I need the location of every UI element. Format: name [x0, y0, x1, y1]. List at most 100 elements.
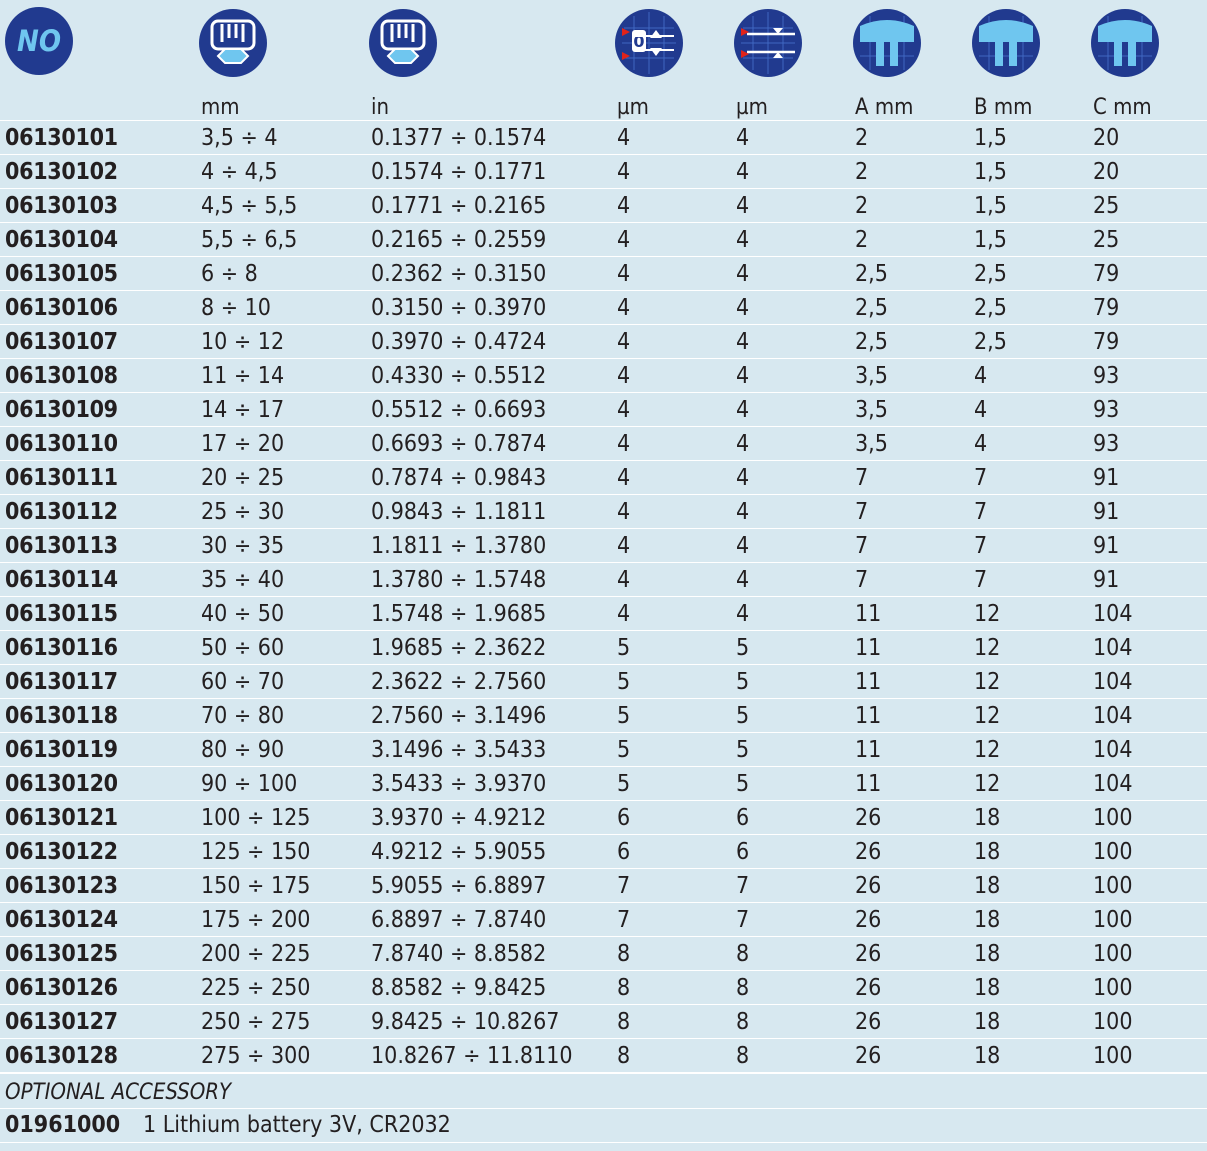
range-in-cell: 0.1574 ÷ 0.1771	[368, 154, 614, 189]
dim-a-cell: 11	[852, 630, 971, 665]
unit-label: µm	[736, 95, 768, 120]
dim-b-cell: 12	[971, 664, 1090, 699]
dim-a-cell: 11	[852, 766, 971, 801]
range-in-cell: 7.8740 ÷ 8.8582	[368, 936, 614, 971]
resolution-um-cell: 6	[614, 834, 733, 869]
resolution-um-cell: 4	[614, 324, 733, 359]
table-row: 06130124 175 ÷ 200 6.8897 ÷ 7.8740 7 7 26 18 10…	[0, 902, 1207, 937]
range-in-cell: 0.5512 ÷ 0.6693	[368, 392, 614, 427]
range-mm-cell: 30 ÷ 35	[198, 528, 368, 563]
item-code-cell: 06130113	[0, 528, 198, 563]
resolution-um-cell: 4	[614, 256, 733, 291]
item-code-cell: 06130106	[0, 290, 198, 325]
range-in-cell: 9.8425 ÷ 10.8267	[368, 1004, 614, 1039]
dim-c-cell: 93	[1090, 358, 1207, 393]
range-mm-cell: 250 ÷ 275	[198, 1004, 368, 1039]
dim-a-cell: 2	[852, 188, 971, 223]
item-code-cell: 06130128	[0, 1038, 198, 1072]
dim-c-cell: 100	[1090, 800, 1207, 835]
dim-c-cell: 91	[1090, 494, 1207, 529]
resolution-um-cell: 4	[614, 494, 733, 529]
accuracy-um-cell: 4	[733, 222, 852, 257]
range-in-cell: 2.3622 ÷ 2.7560	[368, 664, 614, 699]
dim-a-cell: 2	[852, 154, 971, 189]
dim-b-cell: 2,5	[971, 324, 1090, 359]
range-in-cell: 5.9055 ÷ 6.8897	[368, 868, 614, 903]
accuracy-um-cell: 4	[733, 460, 852, 495]
dim-a-cell: 2,5	[852, 290, 971, 325]
accuracy-um-cell: 4	[733, 426, 852, 461]
table-row: 06130107 10 ÷ 12 0.3970 ÷ 0.4724 4 4 2,5 2,5 79	[0, 324, 1207, 359]
resolution-um-cell: 4	[614, 120, 733, 155]
table-row: 06130108 11 ÷ 14 0.4330 ÷ 0.5512 4 4 3,5 4 93	[0, 358, 1207, 393]
table-body: 06130101 3,5 ÷ 4 0.1377 ÷ 0.1574 4 4 2 1,5 20 06…	[0, 120, 1207, 1072]
dim-b-cell: 18	[971, 1038, 1090, 1072]
dim-c-cell: 79	[1090, 324, 1207, 359]
dim-c-cell: 79	[1090, 290, 1207, 325]
accuracy-um-cell: 4	[733, 290, 852, 325]
item-code-cell: 06130120	[0, 766, 198, 801]
item-code-cell: 06130114	[0, 562, 198, 597]
range-mm-cell: 11 ÷ 14	[198, 358, 368, 393]
optional-accessory-section: OPTIONAL ACCESSORY 01961000 1 Lithium bat…	[0, 1072, 1207, 1143]
dim-b-cell: 7	[971, 460, 1090, 495]
accuracy-um-cell: 4	[733, 256, 852, 291]
range-in-cell: 0.3970 ÷ 0.4724	[368, 324, 614, 359]
bore-gauge-icon	[369, 9, 437, 77]
dim-a-cell: 26	[852, 936, 971, 971]
dim-c-cell: 79	[1090, 256, 1207, 291]
badge-label: NO	[16, 24, 61, 58]
dim-c-cell: 91	[1090, 460, 1207, 495]
resolution-um-cell: 7	[614, 868, 733, 903]
resolution-um-cell: 4	[614, 596, 733, 631]
header-cell-accuracy	[733, 0, 852, 86]
table-row: 06130119 80 ÷ 90 3.1496 ÷ 3.5433 5 5 11 12 104	[0, 732, 1207, 767]
range-mm-cell: 100 ÷ 125	[198, 800, 368, 835]
no-badge-icon: NO	[5, 7, 73, 75]
dim-a-cell: 26	[852, 902, 971, 937]
range-in-cell: 0.1377 ÷ 0.1574	[368, 120, 614, 155]
range-in-cell: 2.7560 ÷ 3.1496	[368, 698, 614, 733]
item-code-cell: 06130126	[0, 970, 198, 1005]
range-mm-cell: 25 ÷ 30	[198, 494, 368, 529]
item-code-cell: 06130121	[0, 800, 198, 835]
icon-header-row: NO	[0, 0, 1207, 86]
table-row: 06130123 150 ÷ 175 5.9055 ÷ 6.8897 7 7 26 18 10…	[0, 868, 1207, 903]
bore-gauge-icon	[199, 9, 267, 77]
range-in-cell: 3.5433 ÷ 3.9370	[368, 766, 614, 801]
range-mm-cell: 175 ÷ 200	[198, 902, 368, 937]
range-mm-cell: 4 ÷ 4,5	[198, 154, 368, 189]
dimension-b-icon	[972, 9, 1040, 77]
range-mm-cell: 20 ÷ 25	[198, 460, 368, 495]
range-mm-cell: 200 ÷ 225	[198, 936, 368, 971]
range-mm-cell: 4,5 ÷ 5,5	[198, 188, 368, 223]
table-row: 06130114 35 ÷ 40 1.3780 ÷ 1.5748 4 4 7 7 91	[0, 562, 1207, 597]
item-code-cell: 06130103	[0, 188, 198, 223]
dim-a-cell: 26	[852, 1004, 971, 1039]
dim-c-cell: 100	[1090, 970, 1207, 1005]
accuracy-um-cell: 8	[733, 970, 852, 1005]
dim-b-cell: 2,5	[971, 290, 1090, 325]
resolution-um-cell: 4	[614, 222, 733, 257]
dim-c-cell: 91	[1090, 562, 1207, 597]
resolution-um-cell: 4	[614, 358, 733, 393]
accuracy-um-cell: 4	[733, 324, 852, 359]
header-cell-code: NO	[0, 0, 198, 86]
dim-c-cell: 104	[1090, 732, 1207, 767]
range-mm-cell: 60 ÷ 70	[198, 664, 368, 699]
dim-c-cell: 20	[1090, 154, 1207, 189]
dim-c-cell: 100	[1090, 834, 1207, 869]
range-mm-cell: 10 ÷ 12	[198, 324, 368, 359]
dim-a-cell: 2,5	[852, 324, 971, 359]
item-code-cell: 06130125	[0, 936, 198, 971]
dim-a-cell: 26	[852, 800, 971, 835]
accuracy-um-cell: 4	[733, 562, 852, 597]
table-row: 06130101 3,5 ÷ 4 0.1377 ÷ 0.1574 4 4 2 1,5 20	[0, 120, 1207, 155]
specification-table: NO	[0, 0, 1207, 1072]
dim-b-cell: 18	[971, 834, 1090, 869]
dim-b-cell: 18	[971, 1004, 1090, 1039]
resolution-icon: 0	[615, 9, 683, 77]
table-row: 06130122 125 ÷ 150 4.9212 ÷ 5.9055 6 6 26 18 10…	[0, 834, 1207, 869]
resolution-um-cell: 8	[614, 970, 733, 1005]
